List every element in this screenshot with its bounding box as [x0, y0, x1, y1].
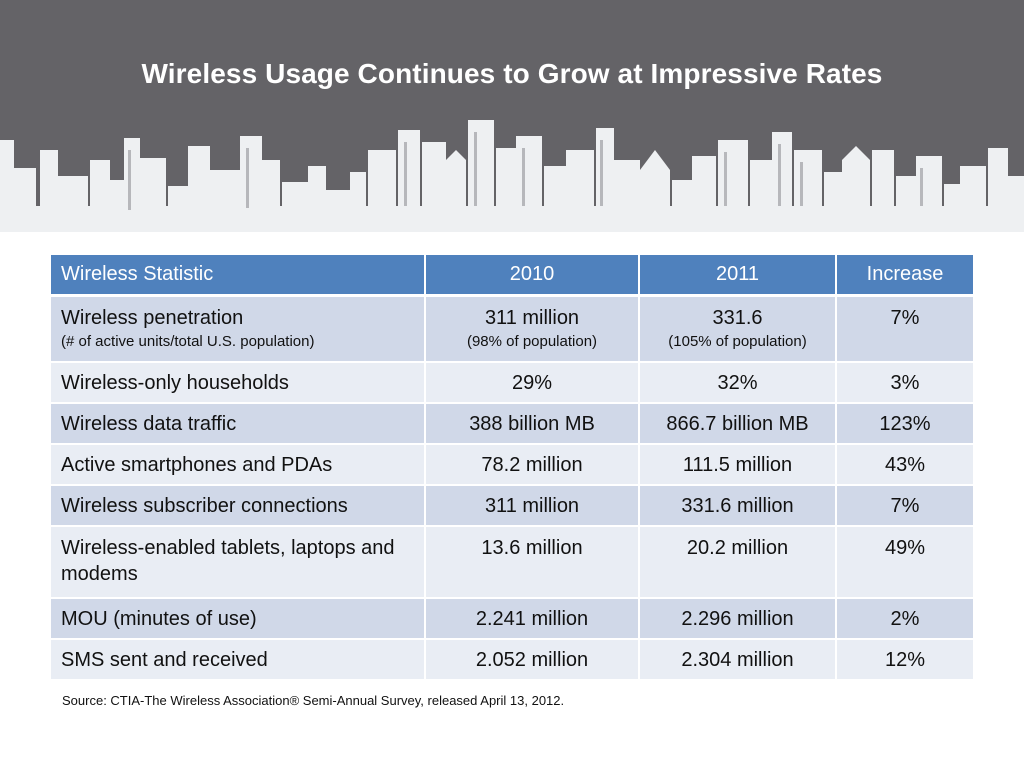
statistic-label: Wireless penetration: [61, 307, 244, 329]
value-2011-note: (105% of population): [668, 333, 807, 350]
source-note: Source: CTIA-The Wireless Association® S…: [62, 693, 565, 708]
value-2011: 331.6: [712, 307, 763, 329]
column-header-2011: 2011: [640, 255, 837, 297]
column-header-statistic: Wireless Statistic: [51, 255, 426, 297]
increase-cell: 7%: [837, 486, 973, 527]
value-2010-note: (98% of population): [466, 333, 598, 350]
increase-cell: 49%: [837, 527, 973, 599]
value-2010-cell: 311 million (98% of population): [426, 297, 640, 363]
value-2011: 20.2 million: [640, 527, 837, 599]
statistic-label: Wireless-only households: [51, 363, 426, 404]
increase-cell: 2%: [837, 599, 973, 640]
value-2011: 111.5 million: [640, 445, 837, 486]
statistic-cell: Wireless penetration (# of active units/…: [51, 297, 426, 363]
statistic-label: SMS sent and received: [51, 640, 426, 681]
value-2010: 78.2 million: [426, 445, 640, 486]
city-skyline-image: [0, 120, 1024, 232]
increase-cell: 123%: [837, 404, 973, 445]
table-row: MOU (minutes of use) 2.241 million 2.296…: [51, 599, 973, 640]
table-row: Wireless penetration (# of active units/…: [51, 297, 973, 363]
title-banner: Wireless Usage Continues to Grow at Impr…: [0, 0, 1024, 232]
value-2010: 311 million: [484, 307, 580, 329]
table-row: Wireless-enabled tablets, laptops and mo…: [51, 527, 973, 599]
statistic-label: Wireless-enabled tablets, laptops and mo…: [51, 527, 426, 599]
value-2010: 311 million: [426, 486, 640, 527]
value-2010: 29%: [426, 363, 640, 404]
value-2010: 13.6 million: [426, 527, 640, 599]
increase-cell: 43%: [837, 445, 973, 486]
slide-title: Wireless Usage Continues to Grow at Impr…: [141, 58, 883, 89]
value-2010: 2.241 million: [426, 599, 640, 640]
statistic-label: Wireless data traffic: [51, 404, 426, 445]
value-2011-cell: 331.6 (105% of population): [640, 297, 837, 363]
increase-cell: 12%: [837, 640, 973, 681]
statistic-label: MOU (minutes of use): [51, 599, 426, 640]
value-2010: 2.052 million: [426, 640, 640, 681]
value-2011: 866.7 billion MB: [640, 404, 837, 445]
table-row: Wireless-only households 29% 32% 3%: [51, 363, 973, 404]
increase-cell: 3%: [837, 363, 973, 404]
value-2011: 331.6 million: [640, 486, 837, 527]
table-header-row: Wireless Statistic 2010 2011 Increase: [51, 255, 973, 297]
table-row: Wireless data traffic 388 billion MB 866…: [51, 404, 973, 445]
value-2011: 32%: [640, 363, 837, 404]
increase-cell: 7%: [837, 297, 973, 363]
value-2010: 388 billion MB: [426, 404, 640, 445]
value-2011: 2.304 million: [640, 640, 837, 681]
statistic-label: Wireless subscriber connections: [51, 486, 426, 527]
column-header-increase: Increase: [837, 255, 973, 297]
value-2011: 2.296 million: [640, 599, 837, 640]
table-row: SMS sent and received 2.052 million 2.30…: [51, 640, 973, 681]
statistic-sublabel: (# of active units/total U.S. population…: [61, 333, 315, 350]
wireless-statistics-table: Wireless Statistic 2010 2011 Increase Wi…: [51, 255, 973, 681]
table-row: Wireless subscriber connections 311 mill…: [51, 486, 973, 527]
statistic-label: Active smartphones and PDAs: [51, 445, 426, 486]
table-row: Active smartphones and PDAs 78.2 million…: [51, 445, 973, 486]
column-header-2010: 2010: [426, 255, 640, 297]
